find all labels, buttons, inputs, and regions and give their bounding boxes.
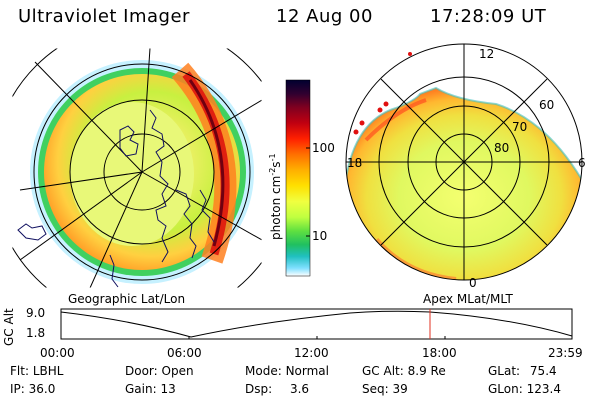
observation-date: 12 Aug 00 [276, 6, 373, 27]
status-glon: GLon: 123.4 [488, 382, 561, 396]
mlt-label-18: 18 [347, 156, 363, 170]
time-tick-1200: 12:00 [294, 346, 329, 360]
status-seq: Seq: 39 [362, 382, 408, 396]
status-glat: GLat: 75.4 [488, 364, 557, 378]
intensity-colorbar [285, 79, 311, 277]
left-panel-caption: Geographic Lat/Lon [68, 292, 186, 306]
status-gc-alt: GC Alt: 8.9 Re [362, 364, 446, 378]
status-ip: IP: 36.0 [10, 382, 56, 396]
mlat-label-60: 60 [539, 98, 555, 112]
colorbar-tick-10: 10 [312, 229, 328, 243]
status-mode: Mode: Normal [245, 364, 329, 378]
status-gain: Gain: 13 [125, 382, 176, 396]
mlt-label-12: 12 [479, 47, 495, 61]
status-flt: Flt: LBHL [10, 364, 64, 378]
altitude-plot [60, 308, 573, 340]
status-door: Door: Open [125, 364, 194, 378]
time-tick-0600: 06:00 [167, 346, 202, 360]
apex-image-panel [345, 43, 583, 281]
geographic-image-panel [11, 47, 263, 289]
mlat-label-80: 80 [494, 141, 510, 155]
right-panel-caption: Apex MLat/MLT [423, 292, 513, 306]
mlat-label-70: 70 [512, 120, 528, 134]
time-tick-1800: 18:00 [422, 346, 457, 360]
mlt-label-6: 6 [578, 156, 586, 170]
altitude-tick-9: 9.0 [26, 306, 46, 320]
altitude-axis-label: GC Alt [2, 308, 16, 346]
observation-time: 17:28:09 UT [430, 6, 547, 27]
mlt-label-0: 0 [469, 276, 477, 290]
time-tick-0000: 00:00 [40, 346, 75, 360]
status-dsp: Dsp: 3.6 [245, 382, 310, 396]
colorbar-unit-label: photon cm-2s-1 [268, 153, 283, 240]
colorbar-tick-100: 100 [312, 141, 335, 155]
app-title: Ultraviolet Imager [18, 6, 190, 27]
time-tick-2359: 23:59 [548, 346, 583, 360]
altitude-tick-1-8: 1.8 [26, 326, 46, 340]
